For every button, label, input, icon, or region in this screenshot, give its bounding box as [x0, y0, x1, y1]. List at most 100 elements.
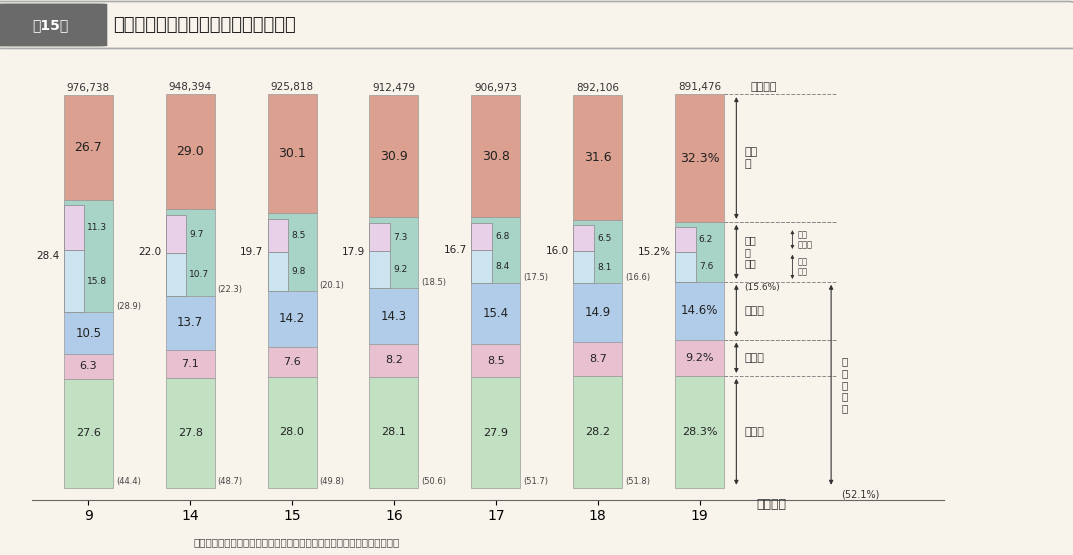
Text: (20.1): (20.1) [320, 281, 344, 290]
Text: 7.3: 7.3 [393, 233, 408, 241]
Bar [471, 217, 520, 283]
Text: 6.8: 6.8 [495, 232, 510, 241]
Bar [63, 205, 85, 250]
Bar [267, 347, 317, 377]
Text: (22.3): (22.3) [218, 285, 242, 295]
Bar [369, 344, 418, 377]
Bar [267, 213, 317, 291]
Bar [369, 95, 418, 217]
Text: 29.0: 29.0 [176, 145, 204, 158]
Text: (15.6%): (15.6%) [745, 283, 780, 292]
Bar [471, 250, 491, 283]
Bar [573, 283, 622, 342]
Text: 16.7: 16.7 [444, 245, 468, 255]
Bar [369, 288, 418, 344]
Bar [267, 252, 289, 291]
Text: 8.7: 8.7 [589, 354, 606, 364]
Text: (48.7): (48.7) [218, 477, 242, 487]
Bar [267, 291, 317, 347]
Text: 性質別歳出純計決算額の構成比の推移: 性質別歳出純計決算額の構成比の推移 [113, 16, 295, 34]
Bar [471, 344, 520, 377]
Text: 7.1: 7.1 [181, 359, 199, 369]
Bar [573, 95, 622, 220]
Bar [63, 354, 113, 379]
Bar [471, 223, 491, 250]
Text: 31.6: 31.6 [584, 151, 612, 164]
Text: 925,818: 925,818 [270, 82, 313, 92]
Text: 906,973: 906,973 [474, 83, 517, 93]
Text: 9.7: 9.7 [189, 230, 204, 239]
Bar [573, 220, 622, 283]
Text: (18.5): (18.5) [422, 278, 446, 286]
Text: 14.3: 14.3 [381, 310, 407, 322]
Bar [369, 217, 418, 288]
Text: (44.4): (44.4) [116, 477, 141, 487]
Text: (50.6): (50.6) [422, 477, 446, 487]
Text: 30.8: 30.8 [482, 150, 510, 163]
Text: 公債費: 公債費 [745, 306, 764, 316]
Text: 投賄
的
経費: 投賄 的 経費 [745, 235, 756, 269]
Text: 6.5: 6.5 [597, 234, 612, 243]
Bar [369, 251, 391, 288]
Text: 28.0: 28.0 [280, 427, 305, 437]
Text: 28.4: 28.4 [36, 251, 60, 261]
Text: 14.9: 14.9 [585, 306, 611, 319]
Text: 8.4: 8.4 [495, 262, 510, 271]
Text: 28.1: 28.1 [382, 427, 407, 437]
Text: (16.6): (16.6) [626, 273, 650, 282]
Text: その
他: その 他 [745, 147, 758, 169]
Text: 11.3: 11.3 [87, 223, 107, 232]
Text: 30.1: 30.1 [278, 147, 306, 160]
Text: 892,106: 892,106 [576, 83, 619, 93]
Text: 28.2: 28.2 [585, 427, 611, 437]
Bar [165, 378, 215, 488]
Bar [573, 251, 593, 283]
Text: 32.3%: 32.3% [680, 152, 720, 164]
Text: 27.9: 27.9 [483, 427, 509, 437]
Text: 6.3: 6.3 [79, 361, 97, 371]
Text: 13.7: 13.7 [177, 316, 203, 329]
Bar [471, 377, 520, 488]
Text: 27.6: 27.6 [76, 428, 101, 438]
Text: 22.0: 22.0 [138, 247, 162, 257]
Text: （年度）: （年度） [756, 497, 787, 511]
Text: (28.9): (28.9) [116, 302, 141, 311]
Text: 義
務
的
経
費: 義 務 的 経 費 [841, 356, 848, 413]
Bar [675, 228, 695, 252]
Text: 8.5: 8.5 [291, 231, 306, 240]
Text: 人件費: 人件費 [745, 427, 764, 437]
Bar [369, 223, 391, 251]
Text: 976,738: 976,738 [67, 83, 109, 93]
Text: 15.8: 15.8 [87, 276, 107, 286]
Text: 26.7: 26.7 [74, 141, 102, 154]
Text: 15.2%: 15.2% [638, 247, 671, 257]
Bar [165, 296, 215, 350]
Bar [675, 222, 724, 282]
Text: 19.7: 19.7 [240, 247, 264, 257]
Text: 扶助費: 扶助費 [745, 352, 764, 363]
Bar [675, 252, 695, 282]
Text: 9.8: 9.8 [291, 267, 306, 276]
Text: 14.2: 14.2 [279, 312, 305, 325]
Bar [675, 282, 724, 340]
Bar [675, 94, 724, 222]
Text: 第15図: 第15図 [32, 18, 69, 32]
Text: 7.6: 7.6 [283, 357, 300, 367]
Bar [165, 209, 215, 296]
Text: 15.4: 15.4 [483, 307, 509, 320]
Bar [267, 377, 317, 488]
Bar [63, 312, 113, 354]
Bar [573, 225, 593, 251]
Bar [675, 376, 724, 488]
Text: 8.2: 8.2 [385, 355, 402, 365]
Text: （億円）: （億円） [751, 82, 777, 92]
Bar [267, 94, 317, 213]
Bar [675, 340, 724, 376]
Text: (52.1%): (52.1%) [841, 490, 880, 500]
Bar [63, 379, 113, 488]
Bar [267, 219, 289, 252]
Text: 16.0: 16.0 [546, 246, 570, 256]
Bar [165, 254, 187, 296]
Bar [165, 350, 215, 378]
Text: (49.8): (49.8) [320, 477, 344, 487]
